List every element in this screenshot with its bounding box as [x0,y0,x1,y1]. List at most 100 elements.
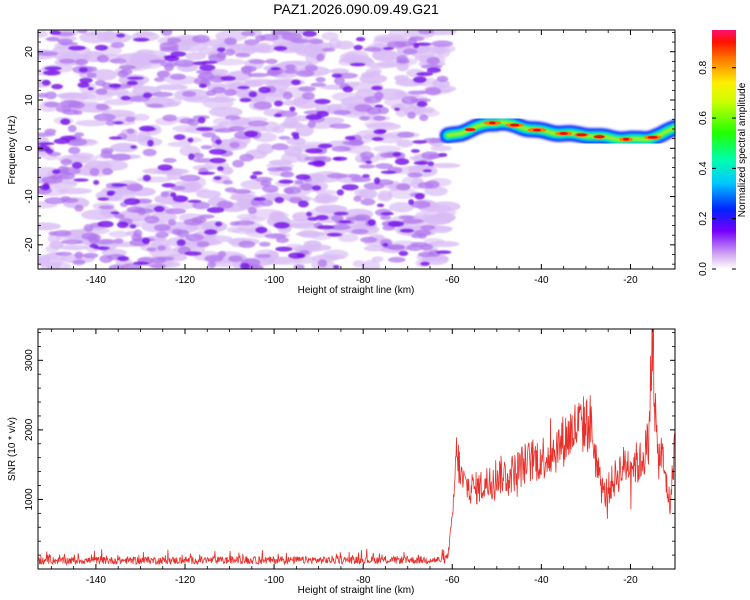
noise-blob-core [275,246,293,252]
noise-blob-core [365,160,373,165]
noise-blob-medium [86,72,97,79]
noise-blob-pale [321,32,339,41]
noise-blob-medium [222,180,234,185]
noise-blob-medium [276,236,289,244]
noise-blob-medium [45,37,60,42]
noise-blob-core [89,243,99,249]
noise-blob-core [187,137,194,143]
noise-blob-medium [100,150,113,159]
colorbar-label: Normalized spectral amplitude [737,82,748,217]
noise-blob-pale [57,187,93,195]
noise-blob-core [316,110,330,118]
noise-blob-core [147,139,154,147]
noise-blob-medium [55,251,72,256]
noise-blob-medium [52,230,72,237]
noise-blob-core [93,180,100,186]
noise-blob-medium [407,90,428,95]
noise-blob-core [274,196,285,204]
noise-blob-core [209,157,227,164]
noise-blob-medium [419,114,429,122]
noise-blob-pale [238,198,254,210]
noise-blob-medium [431,40,454,47]
noise-blob-medium [238,240,256,249]
noise-blob-pale [99,207,119,217]
noise-blob-medium [331,146,351,152]
figure-title: PAZ1.2026.090.09.49.G21 [273,1,439,17]
noise-blob-medium [255,176,273,182]
noise-blob-medium [113,238,124,244]
noise-blob-medium [310,82,327,87]
noise-blob-pale [280,99,308,106]
noise-blob-pale [45,245,59,253]
noise-blob-medium [417,30,435,35]
noise-blob-core [387,220,405,227]
noise-blob-core [188,153,195,161]
noise-blob-medium [350,176,371,183]
noise-blob-core [270,66,281,71]
noise-blob-medium [247,72,270,78]
noise-blob-pale [283,116,299,128]
noise-blob-medium [322,47,336,52]
noise-blob-core [97,197,110,201]
noise-blob-core [170,51,187,57]
noise-blob-medium [353,195,362,202]
noise-blob-core [111,183,128,187]
noise-blob-core [237,85,251,90]
noise-blob-medium [424,180,440,189]
ridge-red-spot [622,137,630,141]
bottom-x-tick-label: -60 [445,575,460,586]
noise-blob-core [307,216,319,221]
noise-blob-core [416,101,428,108]
noise-blob-pale [91,69,118,81]
noise-blob-core [126,80,139,86]
top-x-tick-label: -80 [356,275,371,286]
noise-blob-core [204,229,218,236]
top-y-tick-label: -20 [24,237,35,252]
noise-blob-medium [105,120,116,126]
noise-blob-medium [98,205,114,210]
noise-blob-pale [284,145,303,157]
noise-blob-core [373,177,381,185]
noise-blob-medium [281,32,303,41]
noise-blob-medium [44,197,66,205]
noise-blob-core [249,174,258,180]
noise-blob-medium [44,91,57,100]
signal-ridge [439,114,675,148]
noise-blob-medium [126,128,135,134]
noise-blob-pale [256,42,272,53]
noise-blob-core [415,71,434,77]
noise-blob-pale [368,70,381,77]
noise-blob-core [113,121,124,125]
noise-blob-core [415,42,432,47]
noise-blob-core [305,148,323,154]
noise-blob-core [115,33,126,38]
noise-blob-core [292,134,300,140]
noise-blob-medium [108,264,125,269]
noise-blob-medium [420,224,436,231]
noise-blob-pale [377,61,404,67]
noise-blob-medium [181,90,197,98]
noise-blob-medium [354,214,371,222]
noise-blob-core [71,161,83,169]
ridge-red-spot [509,123,520,127]
noise-blob-medium [44,128,57,135]
noise-blob-medium [117,70,129,78]
noise-blob-core [376,203,385,208]
noise-blob-core [380,212,394,216]
noise-blob-core [116,221,129,229]
noise-blob-medium [316,53,325,62]
noise-blob-medium [192,158,215,163]
noise-blob-medium [366,107,382,115]
noise-blob-core [392,151,402,157]
noise-blob-medium [67,124,77,133]
noise-blob-pale [132,113,150,122]
noise-blob-core [273,113,283,118]
noise-blobs [38,30,461,269]
noise-blob-medium [75,58,89,66]
noise-blob-medium [206,90,217,96]
noise-blob-medium [262,184,279,193]
noise-blob-medium [283,68,298,74]
noise-blob-medium [403,48,418,55]
noise-blob-medium [410,242,429,247]
noise-blob-medium [126,183,143,192]
